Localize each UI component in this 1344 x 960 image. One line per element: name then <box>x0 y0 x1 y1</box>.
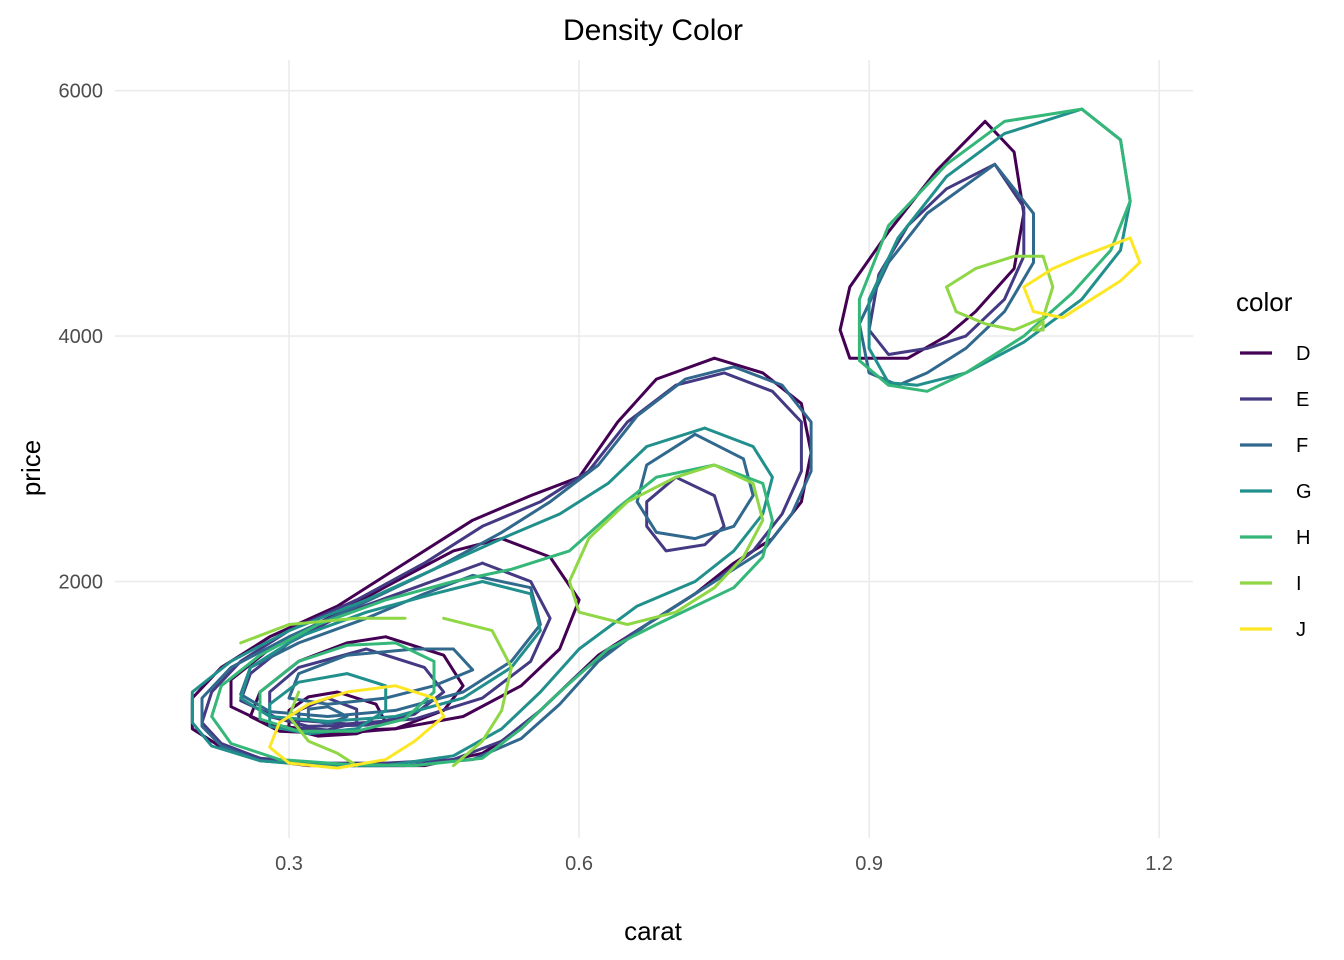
contour-line-F <box>239 573 542 718</box>
contour-line-H <box>857 107 1132 393</box>
contour-line-G <box>268 672 388 736</box>
y-axis-title: price <box>16 440 46 496</box>
legend-item-J: J <box>1240 619 1306 641</box>
legend-label: H <box>1296 527 1310 549</box>
contour-line-I <box>1032 319 1045 332</box>
x-tick-label: 0.9 <box>855 853 883 875</box>
contour-line-F <box>857 162 1035 387</box>
legend-label: J <box>1296 619 1306 641</box>
y-tick-label: 6000 <box>59 81 104 103</box>
legend-label: E <box>1296 389 1309 411</box>
legend-label: F <box>1296 435 1308 457</box>
y-tick-label: 4000 <box>59 326 104 348</box>
legend-item-E: E <box>1240 389 1309 411</box>
series-I <box>239 254 1055 768</box>
legend: color D E F G H I J <box>1236 287 1312 641</box>
contour-line-I <box>442 616 513 768</box>
chart-title: Density Color <box>563 14 743 47</box>
series-F <box>200 162 1035 768</box>
x-tick-label: 0.3 <box>275 853 303 875</box>
contour-line-I <box>239 616 407 645</box>
legend-item-G: G <box>1240 481 1312 503</box>
contour-line-I <box>945 254 1055 332</box>
contour-line-E <box>645 475 726 553</box>
contour-line-F <box>635 432 755 541</box>
x-axis-title: carat <box>624 916 683 946</box>
contour-line-H <box>210 463 774 768</box>
contour-line-J <box>268 684 446 770</box>
series-J <box>268 236 1142 770</box>
x-tick-label: 0.6 <box>565 853 593 875</box>
contour-line-G <box>867 107 1132 387</box>
contour-line-G <box>190 426 774 768</box>
legend-label: D <box>1296 343 1310 365</box>
legend-item-F: F <box>1240 435 1308 457</box>
legend-item-H: H <box>1240 527 1310 549</box>
x-axis-ticks: 0.3 0.6 0.9 1.2 <box>275 853 1173 875</box>
contour-line-I <box>287 690 359 768</box>
series-D <box>190 119 1026 768</box>
y-tick-label: 2000 <box>59 572 104 594</box>
legend-item-D: D <box>1240 343 1310 365</box>
y-axis-ticks: 2000 4000 6000 <box>59 81 104 594</box>
legend-title: color <box>1236 287 1293 317</box>
series-E <box>200 162 1026 765</box>
legend-label: G <box>1296 481 1312 503</box>
contour-line-I <box>567 463 765 626</box>
grid <box>115 60 1193 838</box>
contour-layer <box>190 107 1142 770</box>
contour-line-J <box>1022 236 1142 320</box>
contour-line-G <box>239 580 542 723</box>
legend-item-I: I <box>1240 573 1302 595</box>
series-G <box>190 107 1132 768</box>
x-tick-label: 1.2 <box>1145 853 1173 875</box>
contour-line-F <box>287 647 475 706</box>
legend-label: I <box>1296 573 1302 595</box>
